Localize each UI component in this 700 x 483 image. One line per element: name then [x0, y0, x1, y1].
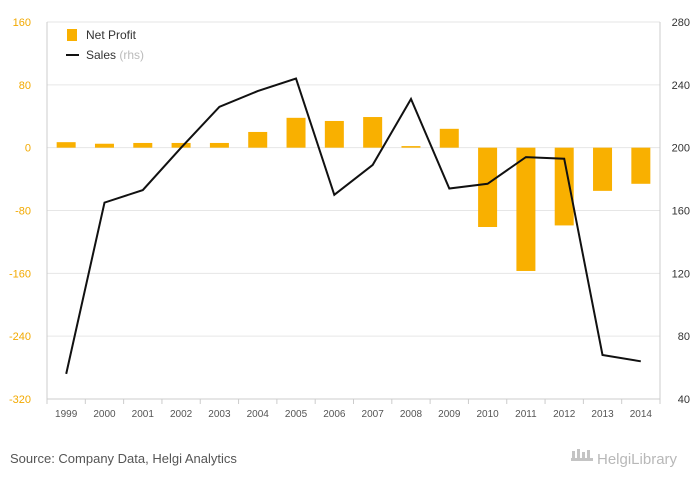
- x-axis-tick-label: 2010: [476, 409, 499, 420]
- left-axis-tick-label: -160: [9, 268, 31, 280]
- legend: Net Profit Sales (rhs): [66, 28, 144, 62]
- x-axis-tick-label: 2004: [247, 409, 270, 420]
- bar-net-profit-2007: [363, 117, 383, 148]
- x-axis-tick-label: 2005: [285, 409, 308, 420]
- right-axis-tick-label: 40: [678, 394, 690, 406]
- x-axis-tick-label: 2008: [400, 409, 423, 420]
- bar-net-profit-2001: [133, 142, 153, 148]
- bar-net-profit-2010: [478, 147, 498, 227]
- x-axis-tick-label: 2000: [93, 409, 116, 420]
- x-axis-ticks: 1999 2000 2001 2002 2003 2004 2005 2006 2007 2008…: [55, 409, 652, 420]
- x-axis-tick-label: 2001: [132, 409, 155, 420]
- left-axis-tick-label: 0: [25, 143, 31, 155]
- legend-sales-name: Sales: [86, 48, 116, 62]
- right-axis-ticks: 280 240 200 160 120 80 40: [672, 17, 690, 406]
- bar-net-profit-2006: [324, 120, 344, 148]
- helgi-library-logo: HelgiLibrary: [571, 449, 678, 468]
- right-axis-tick-label: 80: [678, 331, 690, 343]
- x-axis-tick-label: 2003: [208, 409, 231, 420]
- legend-swatch-net-profit: [67, 29, 77, 41]
- x-axis-tick-label: 2011: [515, 409, 537, 420]
- footer-source-text: Source: Company Data, Helgi Analytics: [10, 451, 237, 466]
- right-axis-tick-label: 120: [672, 268, 690, 280]
- bar-net-profit-2002: [171, 142, 191, 148]
- x-axis-tick-label: 2009: [438, 409, 461, 420]
- x-axis-tick-label: 2006: [323, 409, 346, 420]
- x-axis-tick-label: 2014: [630, 409, 653, 420]
- right-axis-tick-label: 240: [672, 80, 690, 92]
- bar-net-profit-2013: [593, 147, 613, 191]
- bar-net-profit-2011: [516, 147, 536, 271]
- legend-label-net-profit: Net Profit: [86, 28, 137, 42]
- library-icon: [571, 449, 593, 461]
- axes: [46, 22, 661, 404]
- bar-net-profit-2014: [631, 147, 651, 184]
- left-axis-tick-label: 80: [19, 80, 31, 92]
- bar-net-profit-2004: [248, 131, 268, 148]
- x-axis-tick-label: 1999: [55, 409, 78, 420]
- brand-name: HelgiLibrary: [597, 451, 678, 468]
- left-axis-tick-label: -320: [9, 394, 31, 406]
- x-axis-tick-label: 2012: [553, 409, 576, 420]
- bar-net-profit-1999: [56, 142, 76, 148]
- bar-net-profit-2000: [94, 143, 114, 148]
- left-axis-tick-label: -240: [9, 331, 31, 343]
- bar-net-profit-2009: [439, 128, 459, 148]
- left-axis-tick-label: 160: [13, 17, 31, 29]
- bar-net-profit-2003: [209, 142, 229, 148]
- x-axis-tick-label: 2007: [362, 409, 385, 420]
- x-axis-tick-label: 2013: [591, 409, 614, 420]
- right-axis-tick-label: 280: [672, 17, 690, 29]
- left-axis-ticks: 160 80 0 -80 -160 -240 -320: [9, 17, 31, 406]
- line-sales: [65, 77, 641, 375]
- legend-sales-suffix: (rhs): [119, 48, 144, 62]
- legend-label-sales: Sales (rhs): [86, 48, 144, 62]
- left-axis-tick-label: -80: [15, 206, 31, 218]
- net-profit-bars: [56, 117, 651, 271]
- right-axis-tick-label: 200: [672, 143, 690, 155]
- bar-net-profit-2008: [401, 146, 421, 148]
- right-axis-tick-label: 160: [672, 206, 690, 218]
- sales-line-series: [65, 77, 641, 375]
- bar-net-profit-2005: [286, 117, 306, 148]
- bar-net-profit-2012: [554, 147, 574, 226]
- x-axis-tick-label: 2002: [170, 409, 193, 420]
